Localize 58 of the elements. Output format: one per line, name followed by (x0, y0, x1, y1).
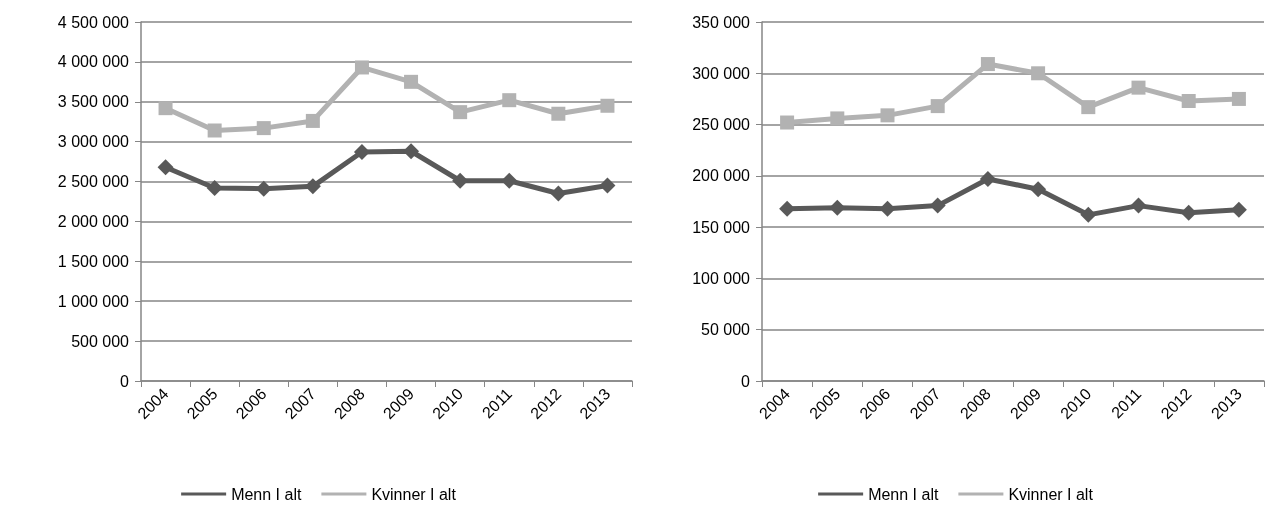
y-tick-label: 350 000 (692, 13, 751, 31)
point (453, 105, 468, 120)
y-tick-label: 50 000 (701, 321, 751, 339)
point (930, 99, 945, 114)
y-tick-label: 0 (741, 372, 751, 390)
point (403, 143, 420, 160)
point (157, 159, 174, 176)
point (979, 170, 996, 187)
y-tick-label: 200 000 (692, 167, 751, 185)
legend-label: Kvinner I alt (371, 485, 457, 503)
y-tick-label: 1 500 000 (57, 252, 130, 270)
point (551, 106, 566, 121)
y-tick-label: 2 000 000 (57, 212, 130, 230)
point (353, 144, 370, 161)
point (1031, 66, 1046, 81)
point (256, 121, 271, 136)
point (830, 111, 845, 126)
point (880, 108, 895, 123)
y-tick-label: 300 000 (692, 64, 751, 82)
legend-label: Kvinner I alt (1008, 485, 1094, 503)
point (502, 93, 517, 108)
point (780, 115, 795, 130)
point (1180, 204, 1197, 221)
point (600, 98, 615, 113)
point (1230, 201, 1247, 218)
point (550, 185, 567, 202)
point (829, 199, 846, 216)
point (207, 123, 222, 138)
legend-label: Menn I alt (868, 485, 939, 503)
y-tick-label: 3 500 000 (57, 93, 130, 111)
y-tick-label: 1 000 000 (57, 292, 130, 310)
point (158, 101, 173, 116)
point (305, 113, 320, 128)
point (501, 172, 518, 189)
point (354, 60, 369, 75)
y-tick-label: 100 000 (692, 269, 751, 287)
point (1181, 93, 1196, 108)
point (1080, 206, 1097, 223)
y-tick-label: 2 500 000 (57, 173, 130, 191)
y-tick-label: 500 000 (71, 332, 130, 350)
point (206, 179, 223, 196)
point (929, 197, 946, 214)
y-tick-label: 4 000 000 (57, 53, 130, 71)
y-tick-label: 3 000 000 (57, 133, 130, 151)
point (1081, 100, 1096, 115)
legend-label: Menn I alt (231, 485, 302, 503)
y-tick-label: 250 000 (692, 116, 751, 134)
point (980, 57, 995, 72)
y-tick-label: 0 (120, 372, 130, 390)
point (1130, 197, 1147, 214)
point (1131, 80, 1146, 95)
point (1231, 91, 1246, 106)
point (599, 177, 616, 194)
point (404, 74, 419, 89)
y-tick-label: 150 000 (692, 218, 751, 236)
point (1030, 181, 1047, 198)
point (879, 200, 896, 217)
y-tick-label: 4 500 000 (57, 13, 130, 31)
